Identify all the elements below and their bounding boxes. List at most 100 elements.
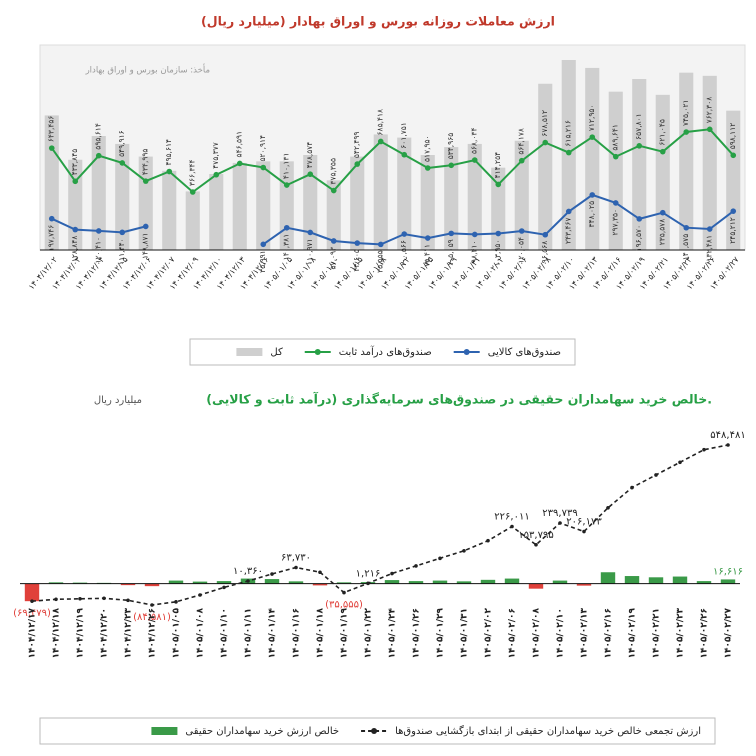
x-tick-label: ۱۴۰۵/۰۲/۲۱: [652, 608, 662, 659]
line-marker: [726, 443, 730, 447]
bar: [115, 143, 130, 250]
bar: [256, 161, 271, 250]
bar: [24, 583, 40, 602]
line-marker: [126, 598, 130, 603]
line-marker: [438, 556, 442, 561]
legend-label: صندوق‌های درآمد ثابت: [339, 345, 432, 358]
legend-swatch-marker: [371, 728, 378, 734]
line-marker: [72, 178, 79, 185]
line-marker: [377, 138, 384, 145]
line-marker: [612, 153, 619, 160]
data-label: ۱۱۰,۹۷۱: [305, 238, 314, 265]
x-tick-label: ۱۴۰۴/۱۲/۱۹: [76, 608, 86, 659]
line-marker: [518, 157, 525, 164]
x-tick-label: ۱۴۰۴/۱۲/۲۶: [148, 608, 158, 659]
data-label: ۵۹۸,۱۱۲: [728, 123, 737, 150]
data-label: ۴۱۰,۱۳۱: [282, 153, 291, 180]
line-marker: [683, 129, 690, 135]
bar: [632, 79, 647, 250]
line-marker: [390, 571, 394, 576]
data-label: ۵۳۴,۹۶۵: [446, 133, 455, 160]
data-label: ۵۴۸,۴۸۱: [710, 430, 745, 441]
data-label: ۶۳,۷۳۰: [281, 553, 311, 564]
line-marker: [48, 215, 55, 222]
bar: [185, 191, 200, 250]
data-label: ۱۰۳,۹۵۰: [493, 240, 502, 267]
data-label: ۳۵,۹۹۱: [258, 250, 267, 273]
bar: [420, 155, 435, 250]
data-label: ۶۵۷,۸۰۱: [634, 113, 643, 140]
bar: [444, 147, 459, 250]
data-label: ۷۱۲,۹۵۰: [587, 105, 596, 132]
x-tick-label: ۱۴۰۵/۰۱/۲۲: [364, 608, 374, 659]
line-marker: [424, 165, 431, 171]
bar: [264, 579, 280, 584]
bar: [585, 67, 600, 251]
line-marker: [471, 231, 478, 238]
bar: [288, 581, 304, 584]
line-marker: [654, 473, 658, 477]
line-marker: [565, 149, 572, 156]
data-label: ۲۰۶,۱۷۳: [566, 517, 602, 528]
line-marker: [495, 181, 502, 188]
x-tick-label: ۱۴۰۵/۰۱/۱۸: [316, 608, 326, 659]
data-label: ۱۱۱,۴۴۰: [117, 238, 126, 265]
line-marker: [48, 145, 55, 151]
x-tick-label: ۱۴۰۵/۰۲/۱۹: [628, 608, 638, 659]
bar: [672, 576, 688, 584]
data-label: ۴۹۵,۶۱۴: [164, 139, 173, 166]
bar: [624, 576, 640, 584]
data-label: ۱۳۲,۴۸۱: [705, 235, 714, 262]
bar: [679, 72, 694, 251]
data-label: ۱۰۵,۰۵۹: [446, 239, 455, 266]
chart-title: ارزش معاملات روزانه بورس و اوراق بهادار …: [201, 14, 555, 29]
data-label: ۱۰۰,۵۶۶: [399, 240, 408, 267]
line-marker: [72, 226, 79, 233]
x-tick-label: ۱۴۰۵/۰۲/۲۶: [700, 608, 710, 659]
line-marker: [589, 192, 596, 198]
line-marker: [518, 228, 525, 234]
data-label: ۶۷۸,۵۱۲: [540, 110, 549, 137]
x-tick-label: ۱۴۰۵/۰۲/۲۷: [724, 608, 734, 659]
data-label: ۹۸,۴۱۰: [470, 240, 479, 263]
bar: [303, 155, 318, 250]
bar: [648, 577, 664, 584]
x-tick-label: ۱۴۰۵/۰۱/۱۹: [340, 608, 350, 659]
data-label: ۱۴۰,۳۸۱: [282, 234, 291, 261]
data-label: ۲۴۳,۴۶۷: [564, 217, 573, 244]
data-label: ۶۴۳,۴۵۶: [47, 116, 56, 143]
x-tick-label: ۱۴۰۴/۱۲/۲۰: [100, 608, 110, 659]
line-marker: [142, 223, 149, 230]
line-marker: [294, 565, 298, 570]
line-marker: [342, 590, 346, 595]
line-marker: [534, 542, 538, 547]
data-label: (۸۴,۵۸۱): [133, 612, 171, 623]
source-note: مأخذ: سازمان بورس و اوراق بهادار: [85, 64, 210, 76]
line-marker: [486, 538, 490, 543]
line-marker: [730, 208, 737, 214]
line-marker: [471, 157, 478, 163]
data-label: ۳۴۸,۰۲۵: [587, 201, 596, 228]
line-marker: [678, 460, 682, 465]
line-marker: [307, 171, 314, 178]
bar: [491, 167, 506, 250]
line-marker: [565, 208, 572, 215]
data-label: ۴۱۴,۲۵۴: [493, 152, 502, 179]
bar: [528, 583, 544, 589]
bar: [552, 580, 568, 584]
data-label: ۵۶۸,۰۳۴: [470, 127, 479, 154]
data-label: ۵۴۲,۴۹۹: [352, 132, 361, 159]
chart-subtitle: میلیارد ریال: [94, 395, 142, 406]
bar: [384, 580, 400, 584]
x-tick-label: ۱۴۰۵/۰۲/۰۸: [532, 608, 542, 659]
data-label: ۴۷۸,۵۷۴: [305, 142, 314, 169]
line-marker: [95, 228, 102, 234]
line-marker: [30, 599, 34, 603]
line-marker: [414, 564, 418, 568]
line-marker: [198, 593, 202, 597]
x-tick-label: ۱۴۰۵/۰۱/۱۶: [292, 608, 302, 659]
data-label: ۱۶,۶۱۶: [713, 566, 743, 577]
bar: [726, 110, 741, 251]
